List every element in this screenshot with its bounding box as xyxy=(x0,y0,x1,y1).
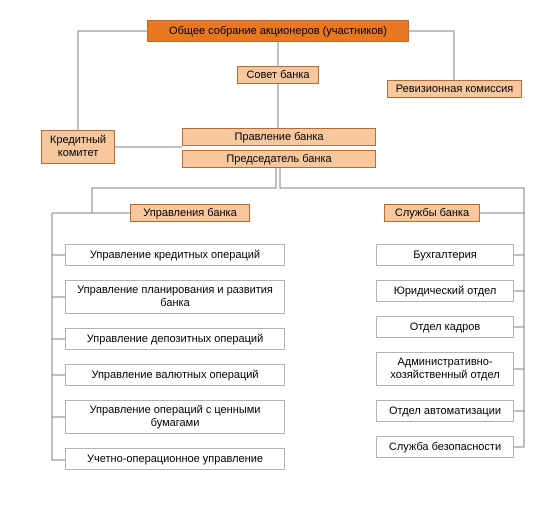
node-label: Отдел кадров xyxy=(410,321,481,334)
node-right-3: Отдел кадров xyxy=(376,316,514,338)
node-label: Службы банка xyxy=(395,207,469,220)
node-left-3: Управление депозитных операций xyxy=(65,328,285,350)
node-label: Управление депозитных операций xyxy=(87,333,263,346)
node-label: Отдел автоматизации xyxy=(389,405,501,418)
node-right-1: Бухгалтерия xyxy=(376,244,514,266)
node-credit: Кредитный комитет xyxy=(41,130,115,164)
node-label: Общее собрание акционеров (участников) xyxy=(169,25,387,38)
node-right-6: Служба безопасности xyxy=(376,436,514,458)
node-label: Юридический отдел xyxy=(394,285,497,298)
node-top: Общее собрание акционеров (участников) xyxy=(147,20,409,42)
node-label: Управление операций с ценными бумагами xyxy=(70,404,280,429)
node-left-1: Управление кредитных операций xyxy=(65,244,285,266)
node-label: Учетно-операционное управление xyxy=(87,453,263,466)
node-label: Управление валютных операций xyxy=(91,369,258,382)
node-right-2: Юридический отдел xyxy=(376,280,514,302)
node-mgmt: Управления банка xyxy=(130,204,250,222)
node-council: Совет банка xyxy=(237,66,319,84)
node-label: Административно-хозяйственный отдел xyxy=(381,356,509,381)
node-label: Совет банка xyxy=(246,69,309,82)
node-label: Служба безопасности xyxy=(389,441,501,454)
node-label: Управления банка xyxy=(143,207,236,220)
node-label: Управление кредитных операций xyxy=(90,249,260,262)
node-label: Управление планирования и развития банка xyxy=(70,284,280,309)
node-left-5: Управление операций с ценными бумагами xyxy=(65,400,285,434)
node-left-6: Учетно-операционное управление xyxy=(65,448,285,470)
node-chairman: Председатель банка xyxy=(182,150,376,168)
node-label: Бухгалтерия xyxy=(413,249,477,262)
node-label: Председатель банка xyxy=(226,153,331,166)
node-services: Службы банка xyxy=(384,204,480,222)
node-board: Правление банка xyxy=(182,128,376,146)
node-label: Кредитный комитет xyxy=(46,134,110,159)
node-left-4: Управление валютных операций xyxy=(65,364,285,386)
node-label: Ревизионная комиссия xyxy=(396,83,513,96)
node-revision: Ревизионная комиссия xyxy=(387,80,522,98)
node-right-4: Административно-хозяйственный отдел xyxy=(376,352,514,386)
node-right-5: Отдел автоматизации xyxy=(376,400,514,422)
node-label: Правление банка xyxy=(234,131,323,144)
node-left-2: Управление планирования и развития банка xyxy=(65,280,285,314)
